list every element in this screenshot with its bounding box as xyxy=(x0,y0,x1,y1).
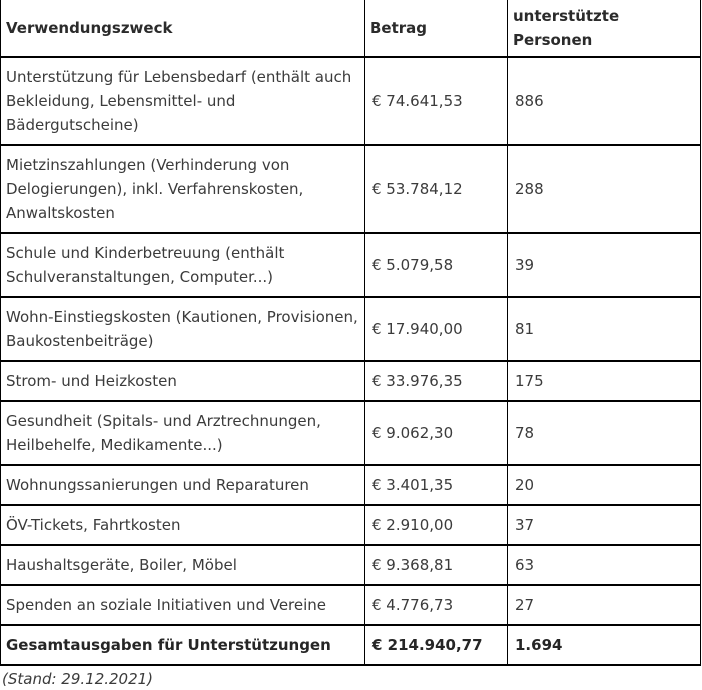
table-row: Wohnungssanierungen und Reparaturen € 3.… xyxy=(0,464,701,506)
cell-betrag: € 9.062,30 xyxy=(364,400,508,466)
cell-personen: 78 xyxy=(507,400,701,466)
cell-betrag: € 9.368,81 xyxy=(364,544,508,586)
header-row: Verwendungszweck Betrag unterstützte Per… xyxy=(0,0,701,58)
cell-personen: 20 xyxy=(507,464,701,506)
cell-personen: 39 xyxy=(507,232,701,298)
cell-verwendungszweck: Mietzinszahlungen (Verhinderung von Delo… xyxy=(0,144,365,234)
cell-verwendungszweck: Strom- und Heizkosten xyxy=(0,360,365,402)
total-row: Gesamtausgaben für Unterstützungen € 214… xyxy=(0,624,701,666)
table-row: ÖV-Tickets, Fahrtkosten € 2.910,00 37 xyxy=(0,504,701,546)
cell-personen: 81 xyxy=(507,296,701,362)
cell-verwendungszweck: Unterstützung für Lebensbedarf (enthält … xyxy=(0,56,365,146)
cell-verwendungszweck: ÖV-Tickets, Fahrtkosten xyxy=(0,504,365,546)
table-row: Strom- und Heizkosten € 33.976,35 175 xyxy=(0,360,701,402)
cell-verwendungszweck: Gesundheit (Spitals- und Arztrechnungen,… xyxy=(0,400,365,466)
cell-betrag: € 2.910,00 xyxy=(364,504,508,546)
table-row: Wohn-Einstiegskosten (Kautionen, Provisi… xyxy=(0,296,701,362)
cell-betrag: € 5.079,58 xyxy=(364,232,508,298)
cell-betrag: € 3.401,35 xyxy=(364,464,508,506)
stand-date-note: (Stand: 29.12.2021) xyxy=(2,670,154,688)
total-persons: 1.694 xyxy=(507,624,701,666)
cell-verwendungszweck: Schule und Kinderbetreuung (enthält Schu… xyxy=(0,232,365,298)
column-header-verwendungszweck: Verwendungszweck xyxy=(0,0,365,58)
support-expenses-table: Verwendungszweck Betrag unterstützte Per… xyxy=(0,0,701,666)
cell-verwendungszweck: Wohnungssanierungen und Reparaturen xyxy=(0,464,365,506)
cell-betrag: € 33.976,35 xyxy=(364,360,508,402)
cell-personen: 886 xyxy=(507,56,701,146)
total-amount: € 214.940,77 xyxy=(364,624,508,666)
cell-betrag: € 74.641,53 xyxy=(364,56,508,146)
total-label: Gesamtausgaben für Unterstützungen xyxy=(0,624,365,666)
table-row: Haushaltsgeräte, Boiler, Möbel € 9.368,8… xyxy=(0,544,701,586)
table-body: Unterstützung für Lebensbedarf (enthält … xyxy=(0,56,701,626)
cell-personen: 175 xyxy=(507,360,701,402)
cell-personen: 37 xyxy=(507,504,701,546)
cell-verwendungszweck: Wohn-Einstiegskosten (Kautionen, Provisi… xyxy=(0,296,365,362)
table-row: Mietzinszahlungen (Verhinderung von Delo… xyxy=(0,144,701,234)
cell-betrag: € 4.776,73 xyxy=(364,584,508,626)
cell-verwendungszweck: Haushaltsgeräte, Boiler, Möbel xyxy=(0,544,365,586)
cell-personen: 288 xyxy=(507,144,701,234)
cell-betrag: € 17.940,00 xyxy=(364,296,508,362)
column-header-personen: unterstützte Personen xyxy=(507,0,701,58)
cell-personen: 27 xyxy=(507,584,701,626)
cell-verwendungszweck: Spenden an soziale Initiativen und Verei… xyxy=(0,584,365,626)
column-header-betrag: Betrag xyxy=(364,0,508,58)
table-row: Schule und Kinderbetreuung (enthält Schu… xyxy=(0,232,701,298)
table-row: Spenden an soziale Initiativen und Verei… xyxy=(0,584,701,626)
cell-personen: 63 xyxy=(507,544,701,586)
table-row: Unterstützung für Lebensbedarf (enthält … xyxy=(0,56,701,146)
cell-betrag: € 53.784,12 xyxy=(364,144,508,234)
table-row: Gesundheit (Spitals- und Arztrechnungen,… xyxy=(0,400,701,466)
